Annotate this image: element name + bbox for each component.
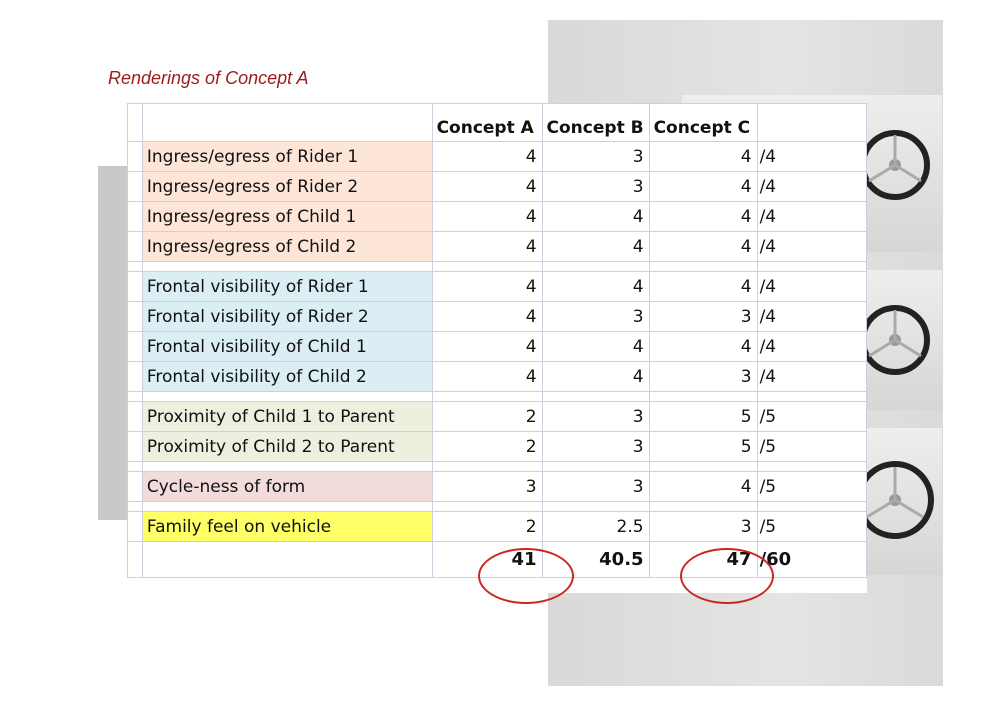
score-b: 4 <box>541 331 650 362</box>
max-score: /4 <box>756 331 868 362</box>
score-b: 3 <box>541 141 650 172</box>
spacer-row <box>127 461 868 472</box>
criterion-label: Proximity of Child 1 to Parent <box>141 401 433 432</box>
score-b: 3 <box>541 431 650 462</box>
table-row: Proximity of Child 1 to Parent 2 3 5 /5 <box>127 401 868 432</box>
spacer-row <box>127 261 868 272</box>
score-c: 3 <box>648 511 758 542</box>
table-row: Cycle-ness of form 3 3 4 /5 <box>127 471 868 502</box>
max-score: /4 <box>756 201 868 232</box>
score-a: 3 <box>431 471 543 502</box>
header-row: Concept A Concept B Concept C <box>127 103 868 142</box>
score-c: 4 <box>648 201 758 232</box>
table-row: Ingress/egress of Rider 2 4 3 4 /4 <box>127 171 868 202</box>
score-a: 4 <box>431 301 543 332</box>
evaluation-table: Concept A Concept B Concept C Ingress/eg… <box>127 103 868 578</box>
score-c: 4 <box>648 231 758 262</box>
score-b: 4 <box>541 201 650 232</box>
score-a: 4 <box>431 201 543 232</box>
score-c: 5 <box>648 431 758 462</box>
table-row: Frontal visibility of Rider 2 4 3 3 /4 <box>127 301 868 332</box>
max-score: /4 <box>756 141 868 172</box>
criterion-label: Frontal visibility of Child 2 <box>141 361 433 392</box>
score-b: 4 <box>541 361 650 392</box>
max-score: /4 <box>756 231 868 262</box>
score-a: 4 <box>431 331 543 362</box>
background-left-strip <box>98 166 128 520</box>
total-c: 47 <box>648 541 758 578</box>
score-a: 2 <box>431 401 543 432</box>
max-score: /5 <box>756 431 868 462</box>
wheel-icon <box>860 305 930 375</box>
score-c: 4 <box>648 171 758 202</box>
score-c: 3 <box>648 361 758 392</box>
score-c: 4 <box>648 271 758 302</box>
evaluation-spreadsheet: Concept A Concept B Concept C Ingress/eg… <box>127 103 868 593</box>
score-a: 4 <box>431 231 543 262</box>
criterion-label: Frontal visibility of Rider 1 <box>141 271 433 302</box>
score-c: 4 <box>648 141 758 172</box>
total-max: /60 <box>756 541 868 578</box>
criterion-label: Cycle-ness of form <box>141 471 433 502</box>
score-b: 3 <box>541 301 650 332</box>
max-score: /4 <box>756 301 868 332</box>
spacer-row <box>127 501 868 512</box>
max-score: /5 <box>756 471 868 502</box>
table-row: Frontal visibility of Child 1 4 4 4 /4 <box>127 331 868 362</box>
total-a: 41 <box>431 541 543 578</box>
table-row: Proximity of Child 2 to Parent 2 3 5 /5 <box>127 431 868 462</box>
total-b: 40.5 <box>541 541 650 578</box>
criterion-label: Frontal visibility of Child 1 <box>141 331 433 362</box>
wheel-icon <box>860 130 930 200</box>
score-b: 2.5 <box>541 511 650 542</box>
header-concept-a: Concept A <box>431 103 543 142</box>
table-row: Ingress/egress of Child 2 4 4 4 /4 <box>127 231 868 262</box>
criterion-label: Family feel on vehicle <box>141 511 433 542</box>
totals-row: 41 40.5 47 /60 <box>127 541 868 578</box>
table-row: Family feel on vehicle 2 2.5 3 /5 <box>127 511 868 542</box>
spacer-row <box>127 391 868 402</box>
criterion-label: Proximity of Child 2 to Parent <box>141 431 433 462</box>
header-concept-c: Concept C <box>648 103 758 142</box>
max-score: /5 <box>756 401 868 432</box>
score-b: 4 <box>541 231 650 262</box>
score-b: 3 <box>541 471 650 502</box>
score-c: 4 <box>648 471 758 502</box>
max-score: /5 <box>756 511 868 542</box>
score-a: 4 <box>431 271 543 302</box>
max-score: /4 <box>756 271 868 302</box>
wheel-icon <box>856 461 934 539</box>
score-c: 4 <box>648 331 758 362</box>
score-c: 3 <box>648 301 758 332</box>
criterion-label: Ingress/egress of Child 2 <box>141 231 433 262</box>
criterion-label: Ingress/egress of Rider 2 <box>141 171 433 202</box>
score-a: 2 <box>431 431 543 462</box>
table-row: Frontal visibility of Rider 1 4 4 4 /4 <box>127 271 868 302</box>
score-c: 5 <box>648 401 758 432</box>
table-row: Ingress/egress of Child 1 4 4 4 /4 <box>127 201 868 232</box>
criterion-label: Ingress/egress of Rider 1 <box>141 141 433 172</box>
score-a: 2 <box>431 511 543 542</box>
criterion-label: Ingress/egress of Child 1 <box>141 201 433 232</box>
header-concept-b: Concept B <box>541 103 650 142</box>
max-score: /4 <box>756 171 868 202</box>
score-a: 4 <box>431 171 543 202</box>
table-row: Frontal visibility of Child 2 4 4 3 /4 <box>127 361 868 392</box>
table-row: Ingress/egress of Rider 1 4 3 4 /4 <box>127 141 868 172</box>
score-a: 4 <box>431 141 543 172</box>
max-score: /4 <box>756 361 868 392</box>
criterion-label: Frontal visibility of Rider 2 <box>141 301 433 332</box>
score-b: 4 <box>541 271 650 302</box>
score-b: 3 <box>541 401 650 432</box>
score-a: 4 <box>431 361 543 392</box>
slide-caption: Renderings of Concept A <box>108 68 309 88</box>
score-b: 3 <box>541 171 650 202</box>
